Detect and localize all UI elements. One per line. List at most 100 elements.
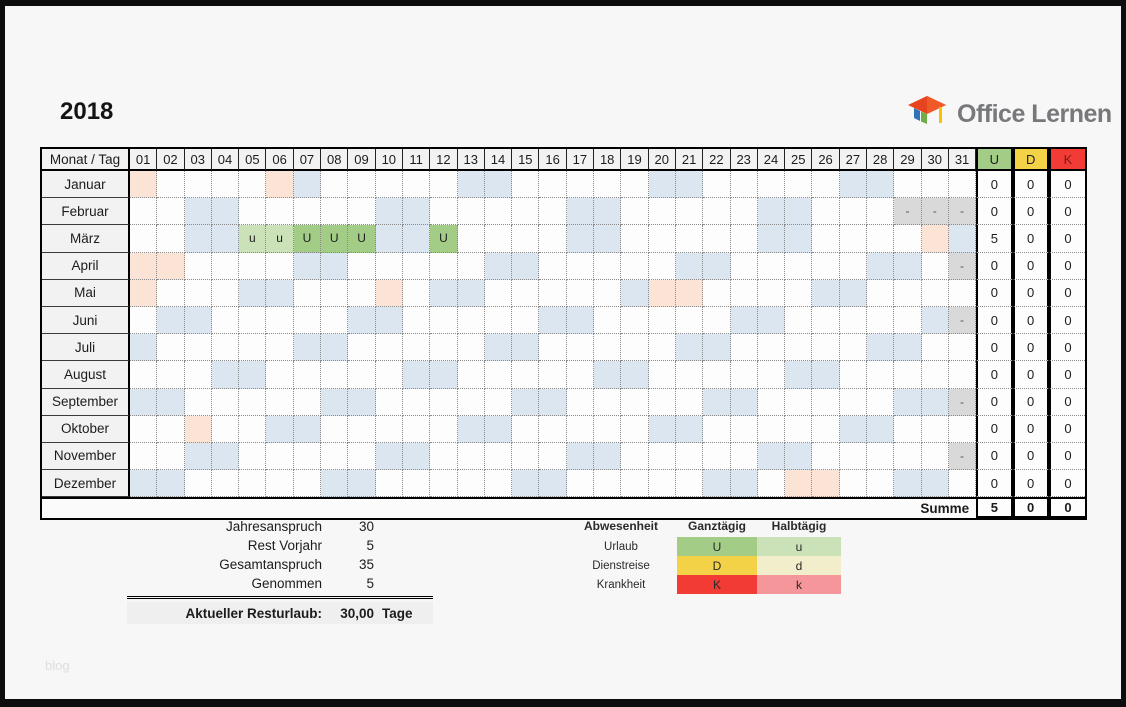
day-cell[interactable]: [157, 334, 185, 362]
day-cell[interactable]: [785, 306, 813, 335]
day-cell[interactable]: [512, 361, 540, 389]
day-cell[interactable]: [430, 334, 458, 362]
day-cell[interactable]: [730, 171, 758, 199]
day-cell[interactable]: [648, 361, 676, 389]
day-cell[interactable]: [375, 361, 403, 389]
day-cell[interactable]: [648, 442, 676, 471]
day-cell[interactable]: [430, 361, 458, 389]
day-cell[interactable]: [894, 470, 922, 498]
day-cell[interactable]: [293, 306, 322, 335]
day-cell[interactable]: [566, 198, 595, 226]
day-cell[interactable]: [457, 470, 485, 498]
day-cell[interactable]: [730, 442, 758, 471]
day-cell[interactable]: [293, 198, 322, 226]
day-cell[interactable]: [757, 361, 786, 389]
day-cell[interactable]: [948, 415, 977, 443]
day-cell[interactable]: [757, 198, 786, 226]
day-cell[interactable]: [321, 198, 349, 226]
day-cell[interactable]: [594, 306, 622, 335]
day-cell[interactable]: [921, 279, 949, 307]
day-cell[interactable]: [211, 442, 240, 471]
day-cell[interactable]: [812, 361, 840, 389]
day-cell[interactable]: [239, 171, 267, 199]
day-cell[interactable]: [867, 334, 895, 362]
day-cell[interactable]: [130, 388, 158, 416]
day-cell[interactable]: [484, 225, 513, 253]
day-cell[interactable]: [621, 171, 649, 199]
day-cell[interactable]: [184, 198, 212, 226]
day-cell[interactable]: [812, 470, 840, 498]
day-cell[interactable]: [375, 171, 403, 199]
day-cell[interactable]: [785, 470, 813, 498]
day-cell[interactable]: [566, 306, 595, 335]
day-cell[interactable]: [839, 306, 868, 335]
day-cell[interactable]: [867, 470, 895, 498]
day-cell[interactable]: [402, 334, 431, 362]
day-cell[interactable]: [266, 442, 294, 471]
day-cell[interactable]: [675, 442, 704, 471]
day-cell[interactable]: [730, 225, 758, 253]
day-cell[interactable]: [703, 388, 731, 416]
day-cell[interactable]: [239, 361, 267, 389]
day-cell[interactable]: [293, 279, 322, 307]
day-cell[interactable]: [812, 252, 840, 280]
day-cell[interactable]: [921, 225, 949, 253]
day-cell[interactable]: [839, 470, 868, 498]
day-cell[interactable]: [348, 198, 376, 226]
day-cell[interactable]: [348, 361, 376, 389]
day-cell[interactable]: [730, 470, 758, 498]
day-cell[interactable]: [457, 306, 485, 335]
day-cell[interactable]: [839, 442, 868, 471]
day-cell[interactable]: [157, 442, 185, 471]
day-cell[interactable]: [839, 415, 868, 443]
day-cell[interactable]: [457, 171, 485, 199]
day-cell[interactable]: [675, 252, 704, 280]
day-cell[interactable]: [375, 252, 403, 280]
day-cell[interactable]: [130, 198, 158, 226]
day-cell[interactable]: [402, 198, 431, 226]
day-cell[interactable]: [785, 361, 813, 389]
day-cell[interactable]: [239, 279, 267, 307]
day-cell[interactable]: [648, 171, 676, 199]
day-cell[interactable]: [512, 198, 540, 226]
day-cell[interactable]: [184, 415, 212, 443]
day-cell[interactable]: [675, 171, 704, 199]
day-cell[interactable]: U: [348, 225, 376, 253]
day-cell[interactable]: [348, 306, 376, 335]
day-cell[interactable]: [184, 225, 212, 253]
day-cell[interactable]: [402, 279, 431, 307]
day-cell[interactable]: [703, 252, 731, 280]
day-cell[interactable]: [648, 198, 676, 226]
day-cell[interactable]: [812, 279, 840, 307]
day-cell[interactable]: [457, 415, 485, 443]
day-cell[interactable]: [211, 415, 240, 443]
day-cell[interactable]: [184, 470, 212, 498]
day-cell[interactable]: [484, 306, 513, 335]
day-cell[interactable]: [675, 225, 704, 253]
day-cell[interactable]: [621, 470, 649, 498]
day-cell[interactable]: [539, 470, 567, 498]
day-cell[interactable]: [157, 171, 185, 199]
day-cell[interactable]: [757, 334, 786, 362]
day-cell[interactable]: [266, 171, 294, 199]
day-cell[interactable]: [402, 470, 431, 498]
day-cell[interactable]: [648, 225, 676, 253]
day-cell[interactable]: [402, 442, 431, 471]
day-cell[interactable]: [757, 470, 786, 498]
day-cell[interactable]: [867, 198, 895, 226]
day-cell[interactable]: [894, 334, 922, 362]
day-cell[interactable]: [675, 279, 704, 307]
day-cell[interactable]: [730, 334, 758, 362]
day-cell[interactable]: [839, 252, 868, 280]
day-cell[interactable]: [539, 334, 567, 362]
day-cell[interactable]: [484, 252, 513, 280]
day-cell[interactable]: [130, 361, 158, 389]
day-cell[interactable]: [894, 388, 922, 416]
day-cell[interactable]: [921, 388, 949, 416]
day-cell[interactable]: [457, 225, 485, 253]
day-cell[interactable]: [812, 442, 840, 471]
day-cell[interactable]: [157, 279, 185, 307]
day-cell[interactable]: [812, 334, 840, 362]
day-cell[interactable]: [157, 225, 185, 253]
day-cell[interactable]: [211, 252, 240, 280]
